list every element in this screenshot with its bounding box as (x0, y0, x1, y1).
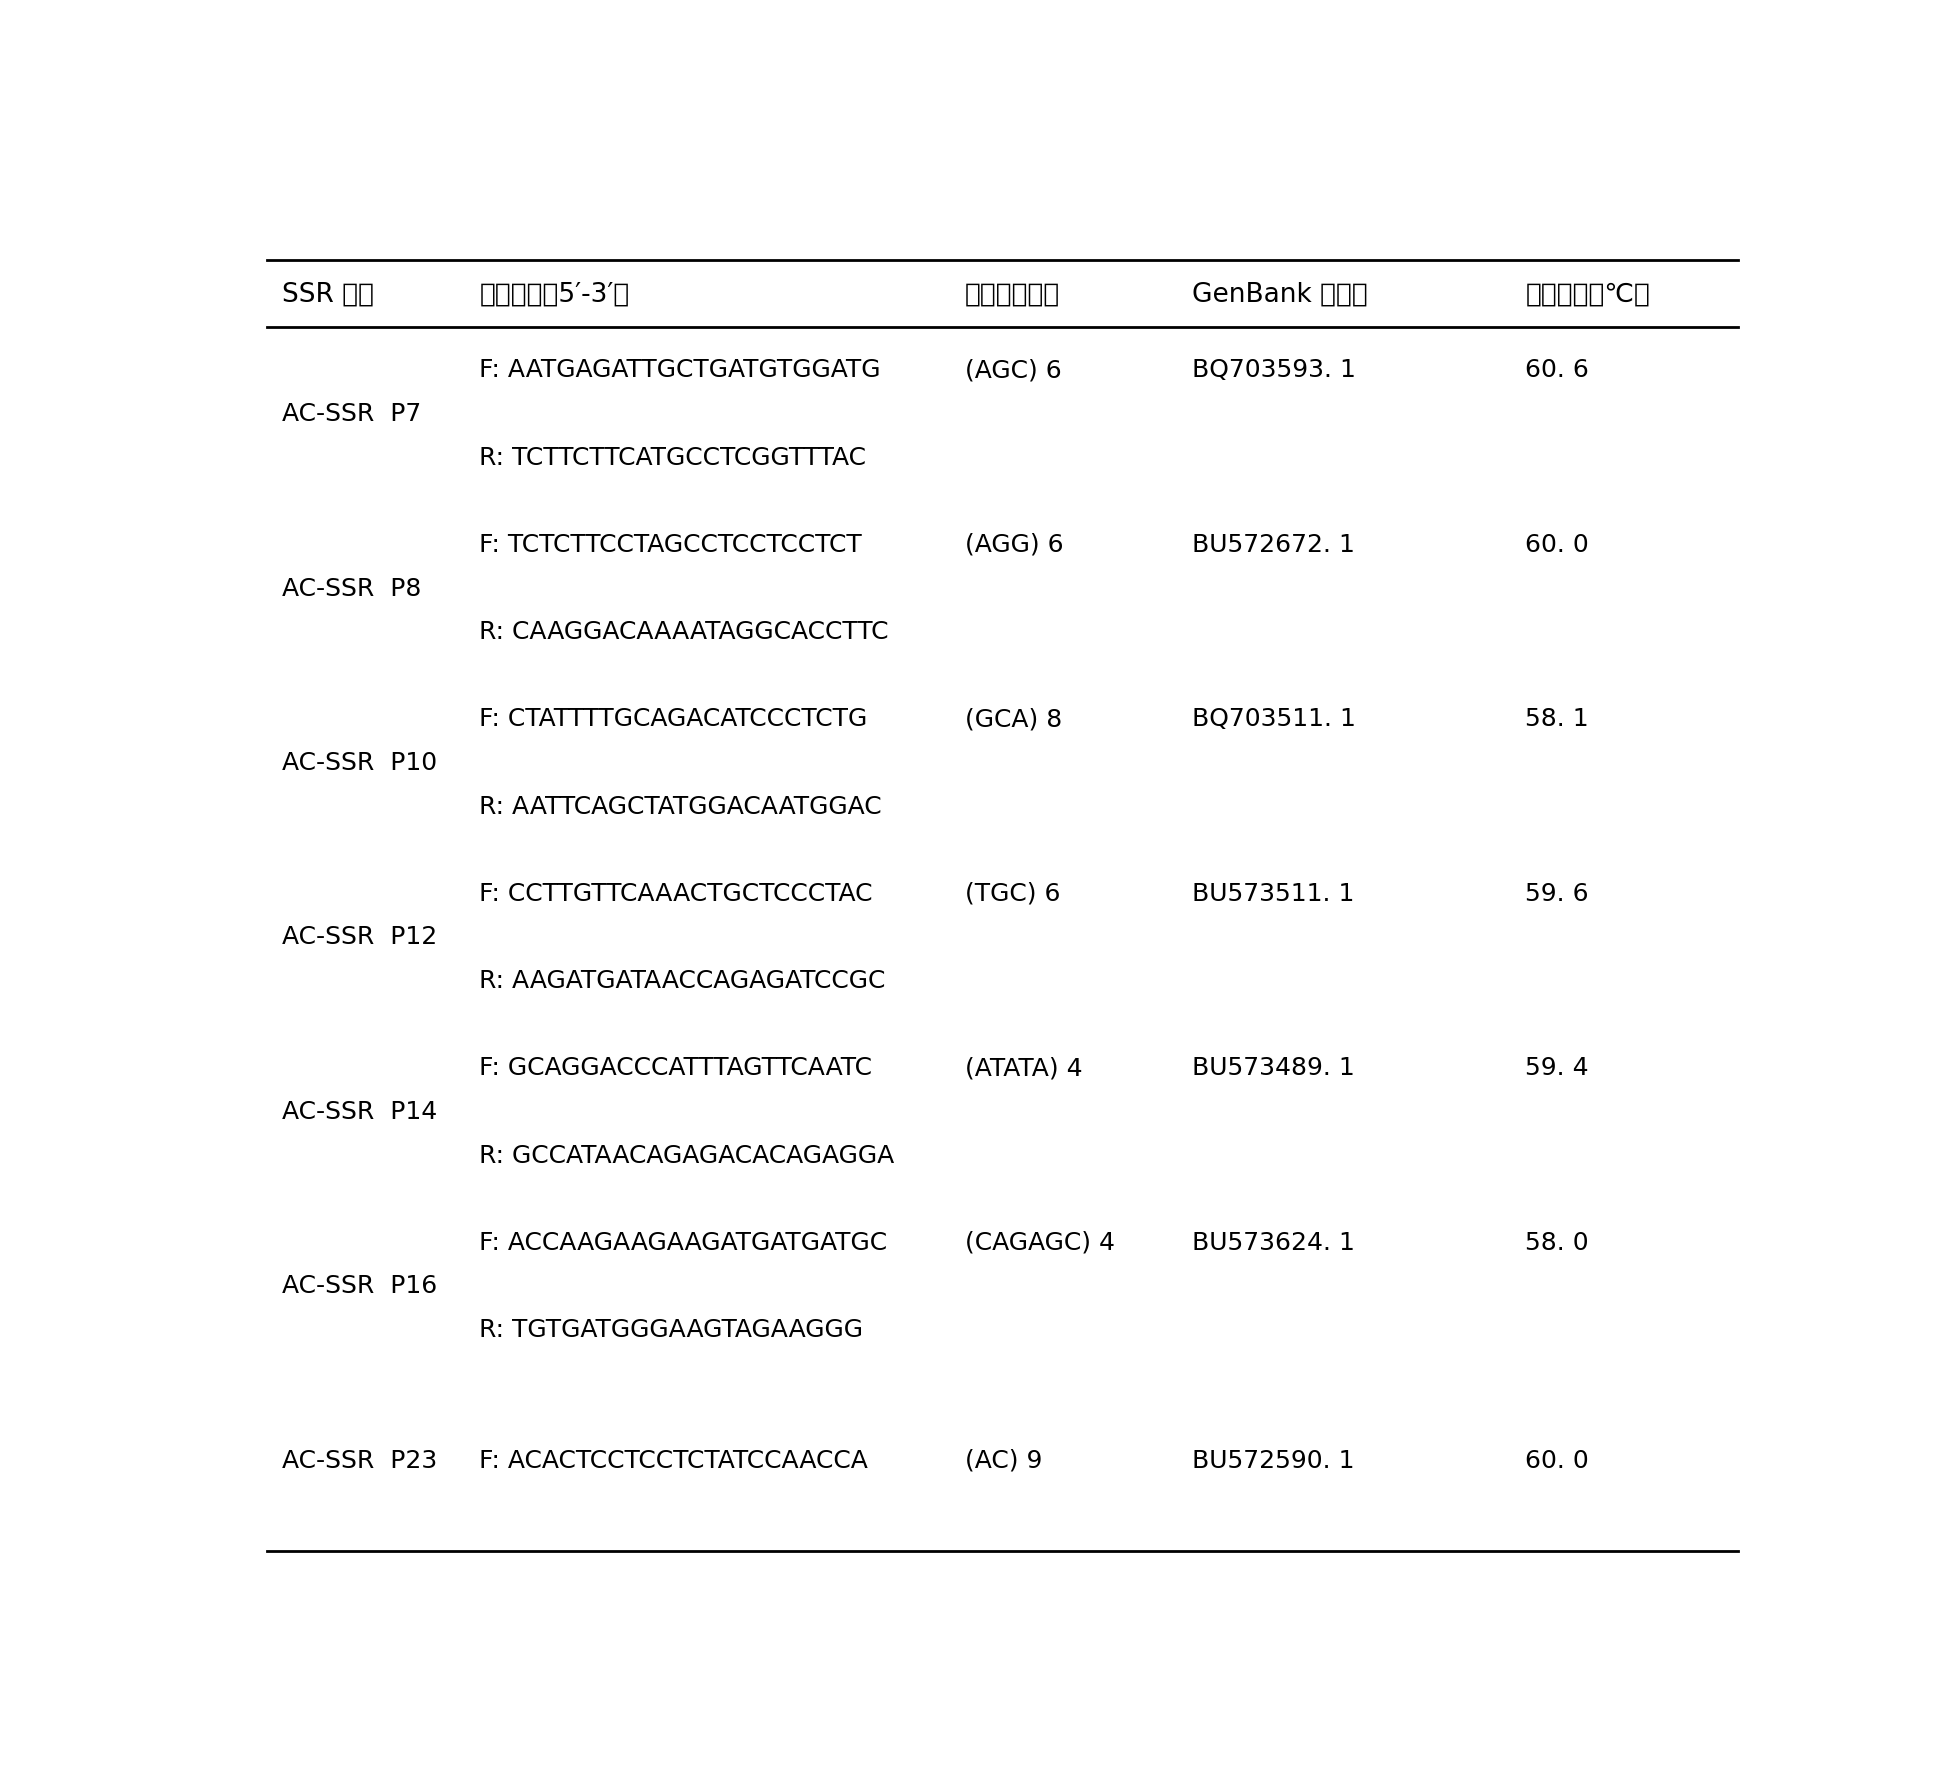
Text: (AC) 9: (AC) 9 (964, 1450, 1042, 1473)
Text: (TGC) 6: (TGC) 6 (964, 881, 1060, 906)
Text: 58. 0: 58. 0 (1525, 1230, 1587, 1255)
Text: 60. 0: 60. 0 (1525, 533, 1587, 558)
Text: GenBank 登录号: GenBank 登录号 (1191, 281, 1367, 308)
Text: AC-SSR  P14: AC-SSR P14 (282, 1099, 438, 1124)
Text: (CAGAGC) 4: (CAGAGC) 4 (964, 1230, 1114, 1255)
Text: 59. 4: 59. 4 (1525, 1057, 1587, 1080)
Text: 退火温度（℃）: 退火温度（℃） (1525, 281, 1650, 308)
Text: R: AAGATGATAACCAGAGATCCGC: R: AAGATGATAACCAGAGATCCGC (479, 970, 886, 993)
Text: (GCA) 8: (GCA) 8 (964, 708, 1062, 731)
Text: 重复单元类型: 重复单元类型 (964, 281, 1060, 308)
Text: F: ACCAAGAAGAAGATGATGATGC: F: ACCAAGAAGAAGATGATGATGC (479, 1230, 888, 1255)
Text: BQ703593. 1: BQ703593. 1 (1191, 359, 1355, 382)
Text: SSR 位点: SSR 位点 (282, 281, 373, 308)
Text: AC-SSR  P12: AC-SSR P12 (282, 926, 438, 949)
Text: 60. 0: 60. 0 (1525, 1450, 1587, 1473)
Text: 60. 6: 60. 6 (1525, 359, 1589, 382)
Text: AC-SSR  P16: AC-SSR P16 (282, 1274, 438, 1299)
Text: R: AATTCAGCTATGGACAATGGAC: R: AATTCAGCTATGGACAATGGAC (479, 795, 882, 818)
Text: AC-SSR  P8: AC-SSR P8 (282, 577, 422, 600)
Text: (AGC) 6: (AGC) 6 (964, 359, 1062, 382)
Text: R: CAAGGACAAAATAGGCACCTTC: R: CAAGGACAAAATAGGCACCTTC (479, 620, 888, 644)
Text: AC-SSR  P10: AC-SSR P10 (282, 750, 438, 775)
Text: BU573489. 1: BU573489. 1 (1191, 1057, 1355, 1080)
Text: R: TCTTCTTCATGCCTCGGTTTAC: R: TCTTCTTCATGCCTCGGTTTAC (479, 446, 866, 469)
Text: F: ACACTCCTCCTCTATCCAACCA: F: ACACTCCTCCTCTATCCAACCA (479, 1450, 868, 1473)
Text: 59. 6: 59. 6 (1525, 881, 1587, 906)
Text: (ATATA) 4: (ATATA) 4 (964, 1057, 1081, 1080)
Text: F: CCTTGTTCAAACTGCTCCCTAC: F: CCTTGTTCAAACTGCTCCCTAC (479, 881, 872, 906)
Text: BU573511. 1: BU573511. 1 (1191, 881, 1353, 906)
Text: 引物序列（5′-3′）: 引物序列（5′-3′） (479, 281, 630, 308)
Text: F: TCTCTTCCTAGCCTCCTCCTCT: F: TCTCTTCCTAGCCTCCTCCTCT (479, 533, 862, 558)
Text: BU572590. 1: BU572590. 1 (1191, 1450, 1353, 1473)
Text: (AGG) 6: (AGG) 6 (964, 533, 1064, 558)
Text: F: GCAGGACCCATTTAGTTCAATC: F: GCAGGACCCATTTAGTTCAATC (479, 1057, 872, 1080)
Text: 58. 1: 58. 1 (1525, 708, 1587, 731)
Text: AC-SSR  P7: AC-SSR P7 (282, 402, 422, 427)
Text: BQ703511. 1: BQ703511. 1 (1191, 708, 1355, 731)
Text: BU573624. 1: BU573624. 1 (1191, 1230, 1355, 1255)
Text: F: AATGAGATTGCTGATGTGGATG: F: AATGAGATTGCTGATGTGGATG (479, 359, 880, 382)
Text: R: GCCATAACAGAGACACAGAGGA: R: GCCATAACAGAGACACAGAGGA (479, 1143, 893, 1168)
Text: AC-SSR  P23: AC-SSR P23 (282, 1450, 438, 1473)
Text: R: TGTGATGGGAAGTAGAAGGG: R: TGTGATGGGAAGTAGAAGGG (479, 1319, 862, 1342)
Text: F: CTATTTTGCAGACATCCCTCTG: F: CTATTTTGCAGACATCCCTCTG (479, 708, 868, 731)
Text: BU572672. 1: BU572672. 1 (1191, 533, 1355, 558)
